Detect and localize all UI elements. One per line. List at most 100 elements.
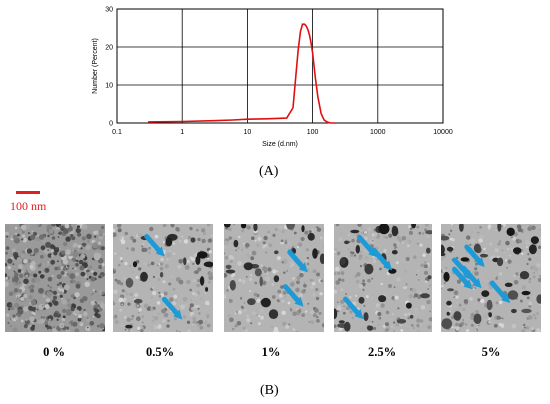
tem-speckle	[38, 287, 44, 294]
tem-speckle	[258, 288, 264, 294]
tem-speckle	[280, 285, 284, 289]
tem-speckle	[281, 310, 286, 315]
tem-speckle	[67, 226, 73, 232]
tem-speckle	[427, 288, 430, 290]
tem-speckle	[32, 251, 34, 254]
tem-speckle	[56, 283, 60, 286]
tem-speckle	[20, 319, 24, 323]
tem-speckle	[451, 238, 455, 242]
tem-speckle	[296, 245, 300, 249]
tem-speckle	[116, 279, 122, 285]
tem-speckle	[163, 291, 168, 296]
tem-speckle	[276, 270, 279, 273]
tem-speckle	[48, 229, 54, 234]
tem-speckle	[303, 289, 306, 292]
tem-speckle	[414, 307, 418, 311]
nanoparticle	[240, 224, 247, 229]
tem-speckle	[451, 242, 453, 245]
tem-speckle	[228, 227, 232, 231]
tem-speckle	[45, 241, 52, 248]
tem-speckle	[497, 242, 501, 246]
tem-speckle	[297, 242, 303, 247]
tem-speckle	[172, 287, 176, 291]
tem-speckle	[334, 289, 338, 294]
tem-speckle	[22, 234, 25, 238]
tem-speckle	[126, 317, 131, 322]
tem-speckle	[17, 233, 20, 237]
tem-speckle	[319, 239, 324, 244]
tem-speckle	[135, 316, 141, 322]
tem-speckle	[532, 275, 536, 279]
tem-speckle	[312, 293, 316, 297]
x-tick-label: 1	[180, 129, 184, 136]
tem-speckle	[140, 326, 144, 330]
tem-speckle	[42, 316, 46, 319]
tem-speckle	[310, 285, 314, 289]
tem-speckle	[539, 274, 541, 277]
blue-arrow-head	[472, 278, 482, 289]
tem-speckle	[449, 229, 453, 232]
panel-label-0: 0 %	[43, 345, 65, 359]
tem-speckle	[172, 242, 175, 245]
blue-arrow-head	[475, 257, 485, 268]
tem-speckle	[395, 247, 398, 250]
tem-speckle	[135, 275, 139, 280]
tem-speckle	[72, 249, 75, 252]
tem-speckle	[318, 311, 322, 315]
tem-speckle	[102, 309, 105, 314]
tem-speckle	[91, 270, 94, 273]
nanoparticle	[496, 257, 504, 267]
tem-speckle	[405, 256, 410, 262]
tem-speckle	[349, 238, 352, 240]
nanoparticle	[195, 255, 201, 265]
tem-speckle	[251, 250, 257, 256]
nanoparticle	[409, 314, 414, 319]
tem-speckle	[249, 290, 252, 293]
tem-speckle	[46, 291, 53, 298]
tem-speckle	[141, 315, 145, 318]
tem-speckle	[117, 263, 121, 267]
tem-speckle	[228, 255, 234, 260]
tem-speckle	[309, 310, 315, 315]
tem-speckle	[179, 331, 181, 332]
tem-speckle	[143, 262, 147, 266]
tem-speckle	[496, 315, 501, 320]
tem-speckle	[246, 225, 251, 230]
tem-speckle	[12, 314, 16, 318]
tem-speckle	[318, 262, 320, 265]
tem-speckle	[359, 254, 363, 258]
tem-speckle	[33, 273, 38, 278]
tem-speckle	[255, 298, 258, 300]
tem-speckle	[99, 308, 103, 312]
tem-speckle	[81, 236, 86, 241]
tem-speckle	[369, 323, 372, 326]
tem-speckle	[531, 265, 536, 269]
tem-speckle	[533, 313, 536, 317]
tem-speckle	[161, 308, 166, 314]
tem-speckle	[490, 272, 494, 276]
tem-speckle	[453, 290, 459, 296]
tem-speckle	[191, 257, 195, 262]
tem-speckle	[339, 232, 344, 236]
tem-speckle	[443, 282, 446, 284]
tem-speckle	[262, 241, 266, 245]
tem-speckle	[373, 232, 378, 237]
tem-speckle	[292, 311, 297, 317]
tem-speckle	[351, 316, 354, 319]
tem-speckle	[427, 265, 430, 267]
tem-speckle	[287, 301, 291, 305]
tem-speckle	[245, 242, 250, 248]
tem-speckle	[88, 265, 93, 269]
tem-image-0-percent	[5, 224, 105, 332]
tem-speckle	[382, 324, 386, 328]
tem-speckle	[250, 322, 253, 325]
blue-arrow-head	[463, 279, 473, 290]
tem-speckle	[180, 304, 185, 310]
tem-speckle	[224, 294, 227, 297]
tem-speckle	[404, 313, 408, 317]
tem-speckle	[80, 253, 86, 259]
tem-speckle	[277, 289, 282, 294]
tem-speckle	[424, 228, 428, 232]
tem-speckle	[340, 271, 345, 275]
tem-speckle	[92, 293, 96, 298]
